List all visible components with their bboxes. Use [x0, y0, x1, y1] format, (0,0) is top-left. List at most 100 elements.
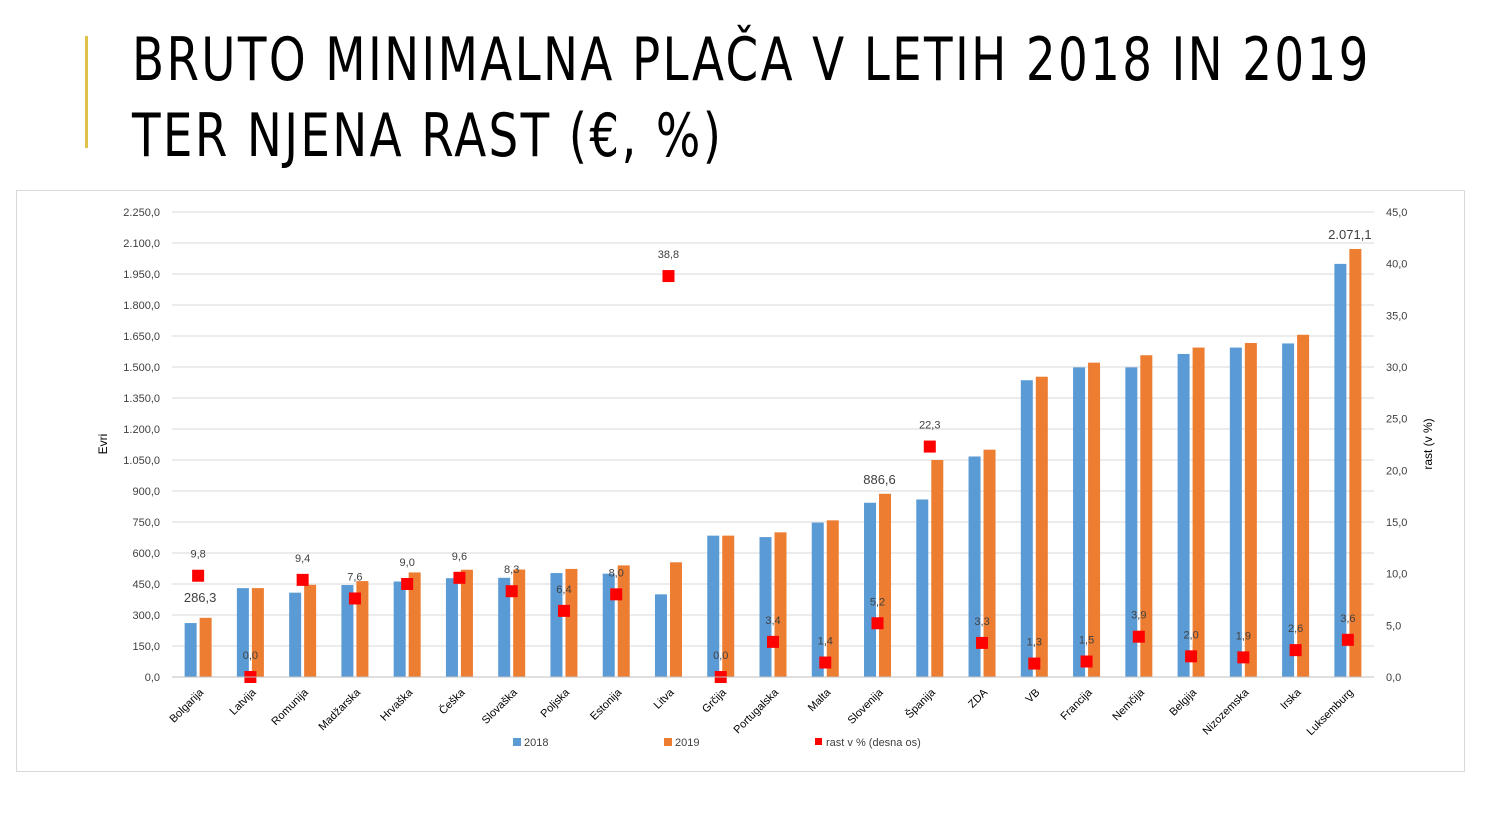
bar-2019-ZDA — [983, 449, 996, 677]
y-tick-label: 1.650,0 — [123, 331, 160, 343]
category-label-ZDA: ZDA — [966, 686, 991, 711]
growth-label-Estonija: 8,0 — [609, 567, 624, 579]
bar-2018-Grčija — [707, 535, 720, 677]
bar-2019-Madžarska — [356, 581, 369, 677]
bar-2018-VB — [1020, 380, 1033, 677]
category-label-Estonija: Estonija — [588, 686, 625, 723]
growth-label-Malta: 1,4 — [818, 636, 833, 648]
category-label-Latvija: Latvija — [228, 686, 260, 718]
bar-2019-Latvija — [251, 588, 264, 677]
bar-2019-Belgija — [1192, 347, 1205, 677]
growth-marker-Francija — [1080, 655, 1093, 668]
bar-2018-Bolgarija — [184, 623, 197, 677]
growth-marker-Luksemburg — [1341, 633, 1354, 646]
category-label-Madžarska: Madžarska — [317, 686, 364, 733]
growth-label-Portugalska: 3,4 — [765, 615, 780, 627]
bar-2018-Belgija — [1177, 353, 1190, 677]
category-label-Irska: Irska — [1278, 686, 1304, 712]
value-label-Luksemburg: 2.071,1 — [1328, 227, 1371, 242]
bar-2019-Španija — [931, 460, 944, 677]
bar-2019-Hrvaška — [408, 572, 421, 677]
growth-marker-Češka — [453, 571, 466, 584]
growth-label-Slovenija: 5,2 — [870, 596, 885, 608]
bar-2019-Nemčija — [1140, 355, 1153, 677]
y-tick-label: 300,0 — [132, 610, 160, 622]
bar-2018-Madžarska — [341, 585, 354, 677]
bar-2019-Francija — [1088, 362, 1101, 677]
growth-label-Luksemburg: 3,6 — [1340, 613, 1355, 625]
y2-tick-label: 30,0 — [1386, 362, 1407, 374]
growth-marker-Španija — [923, 440, 936, 453]
y2-tick-label: 40,0 — [1386, 259, 1407, 271]
y2-tick-label: 5,0 — [1386, 620, 1401, 632]
legend-label-2018: 2018 — [524, 737, 548, 749]
legend-swatch-2018 — [513, 738, 521, 746]
bar-2019-Irska — [1297, 334, 1310, 677]
growth-label-Grčija: 0,0 — [713, 650, 728, 662]
growth-marker-Belgija — [1185, 650, 1198, 663]
bar-2018-Irska — [1282, 343, 1295, 677]
bar-2018-Luksemburg — [1334, 263, 1347, 677]
growth-marker-ZDA — [976, 636, 989, 649]
category-label-Francija: Francija — [1059, 686, 1096, 723]
legend-swatch-2019 — [664, 738, 672, 746]
y2-tick-label: 15,0 — [1386, 517, 1407, 529]
bar-2019-Luksemburg — [1349, 248, 1362, 678]
y-tick-label: 1.050,0 — [123, 455, 160, 467]
category-label-Hrvaška: Hrvaška — [378, 686, 416, 724]
bar-2018-Španija — [916, 499, 929, 677]
growth-marker-VB — [1028, 657, 1041, 670]
bar-2019-Bolgarija — [199, 617, 212, 677]
category-label-Luksemburg: Luksemburg — [1305, 687, 1356, 738]
growth-label-Francija: 1,5 — [1079, 635, 1094, 647]
y-tick-label: 900,0 — [132, 486, 160, 498]
y-tick-label: 1.950,0 — [123, 269, 160, 281]
category-label-Romunija: Romunija — [269, 686, 311, 728]
bar-2018-Malta — [811, 522, 824, 677]
bar-2018-ZDA — [968, 456, 981, 677]
bar-2019-VB — [1035, 376, 1048, 677]
bar-2018-Slovaška — [498, 577, 511, 677]
growth-label-Češka: 9,6 — [452, 551, 467, 563]
y2-tick-label: 0,0 — [1386, 672, 1401, 684]
growth-marker-Portugalska — [767, 635, 779, 648]
growth-marker-Bolgarija — [192, 569, 205, 582]
growth-marker-Madžarska — [348, 592, 361, 605]
value-label-Slovenija: 886,6 — [863, 472, 896, 487]
growth-label-ZDA: 3,3 — [974, 616, 989, 628]
y2-tick-label: 35,0 — [1386, 310, 1407, 322]
growth-marker-Romunija — [296, 573, 309, 586]
category-label-Grčija: Grčija — [700, 686, 729, 715]
bar-2019-Litva — [669, 562, 682, 677]
category-label-Slovenija: Slovenija — [846, 686, 887, 727]
growth-label-Irska: 2,6 — [1288, 623, 1303, 635]
growth-marker-Slovaška — [505, 585, 518, 598]
category-label-Belgija: Belgija — [1167, 686, 1199, 718]
bar-2018-Nizozemska — [1229, 347, 1242, 677]
y2-axis-title: rast (v %) — [1421, 418, 1435, 469]
bar-2019-Grčija — [722, 535, 735, 677]
bar-2019-Poljska — [565, 568, 578, 677]
bar-2019-Romunija — [304, 584, 317, 677]
category-label-VB: VB — [1024, 687, 1043, 706]
y2-tick-label: 10,0 — [1386, 569, 1407, 581]
category-label-Poljska: Poljska — [539, 686, 573, 720]
category-label-Malta: Malta — [806, 686, 834, 714]
growth-label-Nizozemska: 1,9 — [1236, 630, 1251, 642]
y-axis-title: Evri — [96, 434, 110, 455]
growth-label-Španija: 22,3 — [919, 420, 940, 432]
bar-2019-Estonija — [617, 565, 630, 677]
y-tick-label: 2.250,0 — [123, 207, 160, 219]
category-label-Litva: Litva — [652, 686, 678, 712]
bar-2019-Slovenija — [879, 493, 892, 677]
category-label-Španija: Španija — [903, 685, 939, 721]
bar-2018-Poljska — [550, 573, 563, 677]
growth-marker-Malta — [819, 656, 832, 669]
bar-2018-Hrvaška — [393, 581, 406, 677]
value-label-Bolgarija: 286,3 — [184, 590, 217, 605]
growth-label-Slovaška: 8,3 — [504, 564, 519, 576]
y2-tick-label: 25,0 — [1386, 414, 1407, 426]
growth-label-Madžarska: 7,6 — [347, 571, 362, 583]
growth-label-Poljska: 6,4 — [556, 584, 571, 596]
